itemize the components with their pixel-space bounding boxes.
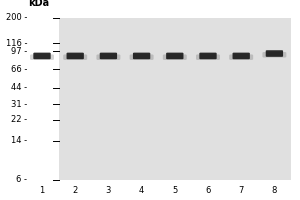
Text: 14 -: 14 - xyxy=(11,136,27,145)
FancyBboxPatch shape xyxy=(58,18,291,180)
Text: 6 -: 6 - xyxy=(16,176,27,184)
Text: 66 -: 66 - xyxy=(11,65,27,74)
FancyBboxPatch shape xyxy=(166,53,184,59)
FancyBboxPatch shape xyxy=(163,54,187,60)
FancyBboxPatch shape xyxy=(130,54,154,60)
FancyBboxPatch shape xyxy=(30,54,54,60)
FancyBboxPatch shape xyxy=(229,54,253,60)
FancyBboxPatch shape xyxy=(100,53,117,59)
FancyBboxPatch shape xyxy=(67,53,84,59)
FancyBboxPatch shape xyxy=(63,54,87,60)
Text: 31 -: 31 - xyxy=(11,100,27,109)
Text: 116 -: 116 - xyxy=(5,39,27,48)
Text: 97 -: 97 - xyxy=(11,47,27,56)
Text: 6: 6 xyxy=(205,186,211,195)
Text: 3: 3 xyxy=(106,186,111,195)
Text: kDa: kDa xyxy=(28,0,50,8)
FancyBboxPatch shape xyxy=(266,50,283,57)
Text: 7: 7 xyxy=(238,186,244,195)
FancyBboxPatch shape xyxy=(96,54,120,60)
Text: 22 -: 22 - xyxy=(11,115,27,124)
Text: 4: 4 xyxy=(139,186,144,195)
Text: 8: 8 xyxy=(272,186,277,195)
Text: 5: 5 xyxy=(172,186,177,195)
Text: 1: 1 xyxy=(39,186,45,195)
Text: 44 -: 44 - xyxy=(11,83,27,92)
FancyBboxPatch shape xyxy=(262,52,286,58)
FancyBboxPatch shape xyxy=(33,53,51,59)
FancyBboxPatch shape xyxy=(133,53,150,59)
Text: 2: 2 xyxy=(73,186,78,195)
FancyBboxPatch shape xyxy=(196,54,220,60)
Text: 200 -: 200 - xyxy=(6,14,27,22)
FancyBboxPatch shape xyxy=(199,53,217,59)
FancyBboxPatch shape xyxy=(232,53,250,59)
